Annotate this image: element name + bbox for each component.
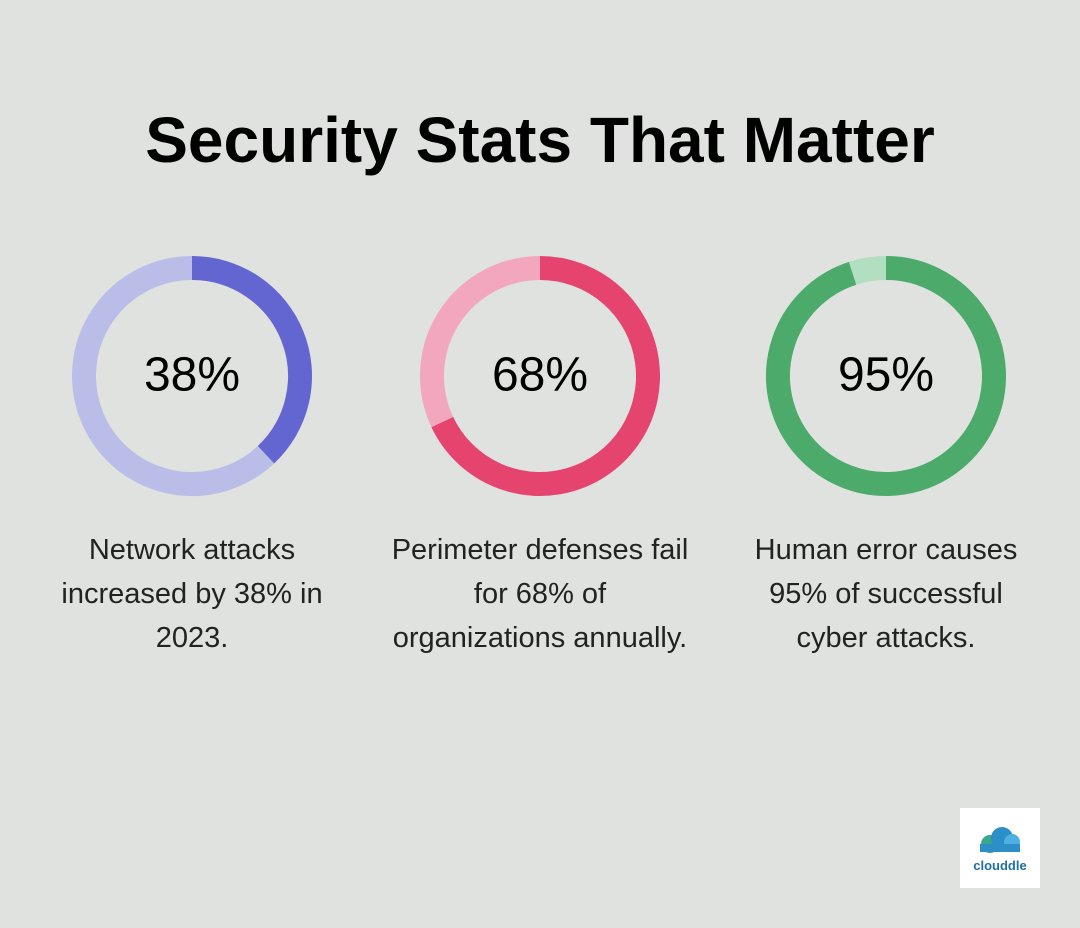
caption: Perimeter defenses fail for 68% of organ… [391,534,689,654]
logo-text: clouddle [973,858,1027,873]
logo: clouddle [960,808,1040,888]
donut-segment [431,256,660,496]
donut-segment [766,256,1006,496]
donut-segment [848,256,887,285]
donut-segment [191,256,312,464]
caption: Human error causes 95% of successful cyb… [754,534,1018,654]
title: Security Stats That Matter [145,104,935,176]
logo-icon [980,827,1020,853]
center-label: 68% [492,349,588,402]
center-label: 95% [838,349,934,402]
donut-segment [420,256,541,428]
donut-segment [72,256,275,496]
center-label: 38% [144,349,240,402]
caption: Network attacks increased by 38% in 2023… [61,534,323,654]
